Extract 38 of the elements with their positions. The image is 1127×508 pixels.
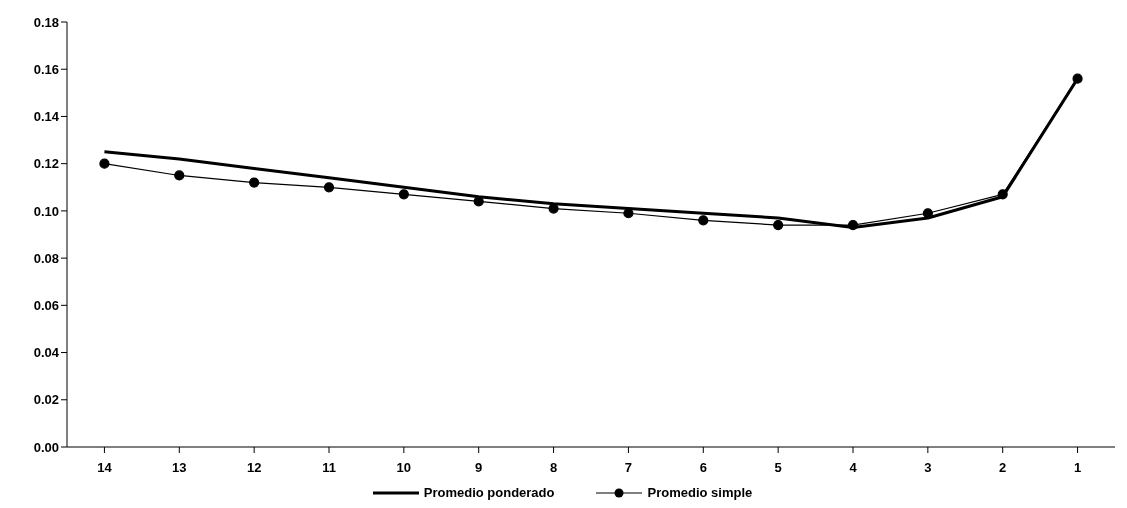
x-tick-label: 11 (322, 460, 336, 476)
point (773, 219, 784, 231)
point (174, 170, 185, 181)
legend-label: Promedio simple (647, 485, 753, 500)
x-tick-label: 8 (549, 460, 558, 476)
y-tick-label: 0.06 (33, 297, 59, 313)
point (623, 208, 634, 219)
x-tick-label: 1 (1073, 460, 1082, 476)
y-tick-label: 0.18 (33, 14, 59, 30)
point (698, 215, 709, 226)
y-tick-label: 0.12 (33, 156, 59, 172)
point (997, 189, 1008, 200)
point (847, 219, 859, 231)
y-tick-label: 0.00 (33, 439, 59, 455)
x-tick-label: 4 (849, 460, 858, 476)
y-tick-label: 0.08 (33, 250, 59, 266)
point (1072, 73, 1083, 84)
y-tick-label: 0.02 (33, 392, 59, 408)
x-tick-label: 7 (624, 460, 633, 476)
y-tick-label: 0.14 (33, 109, 60, 125)
x-tick-label: 2 (999, 460, 1007, 476)
x-tick-label: 14 (97, 460, 113, 476)
x-tick-label: 5 (774, 460, 782, 476)
x-tick-label: 12 (246, 460, 262, 476)
x-tick-label: 10 (396, 460, 412, 476)
y-tick-label: 0.10 (33, 203, 59, 219)
x-tick-label: 6 (699, 460, 707, 476)
y-tick-label: 0.16 (33, 61, 59, 77)
point (99, 158, 110, 169)
x-tick-label: 3 (924, 460, 932, 476)
point (323, 182, 335, 193)
point (249, 177, 260, 188)
legend-label: Promedio ponderado (423, 485, 555, 500)
point (473, 196, 484, 207)
y-tick-label: 0.04 (33, 345, 60, 361)
point (398, 189, 409, 200)
x-tick-label: 9 (475, 460, 483, 476)
x-tick-label: 13 (172, 460, 187, 476)
